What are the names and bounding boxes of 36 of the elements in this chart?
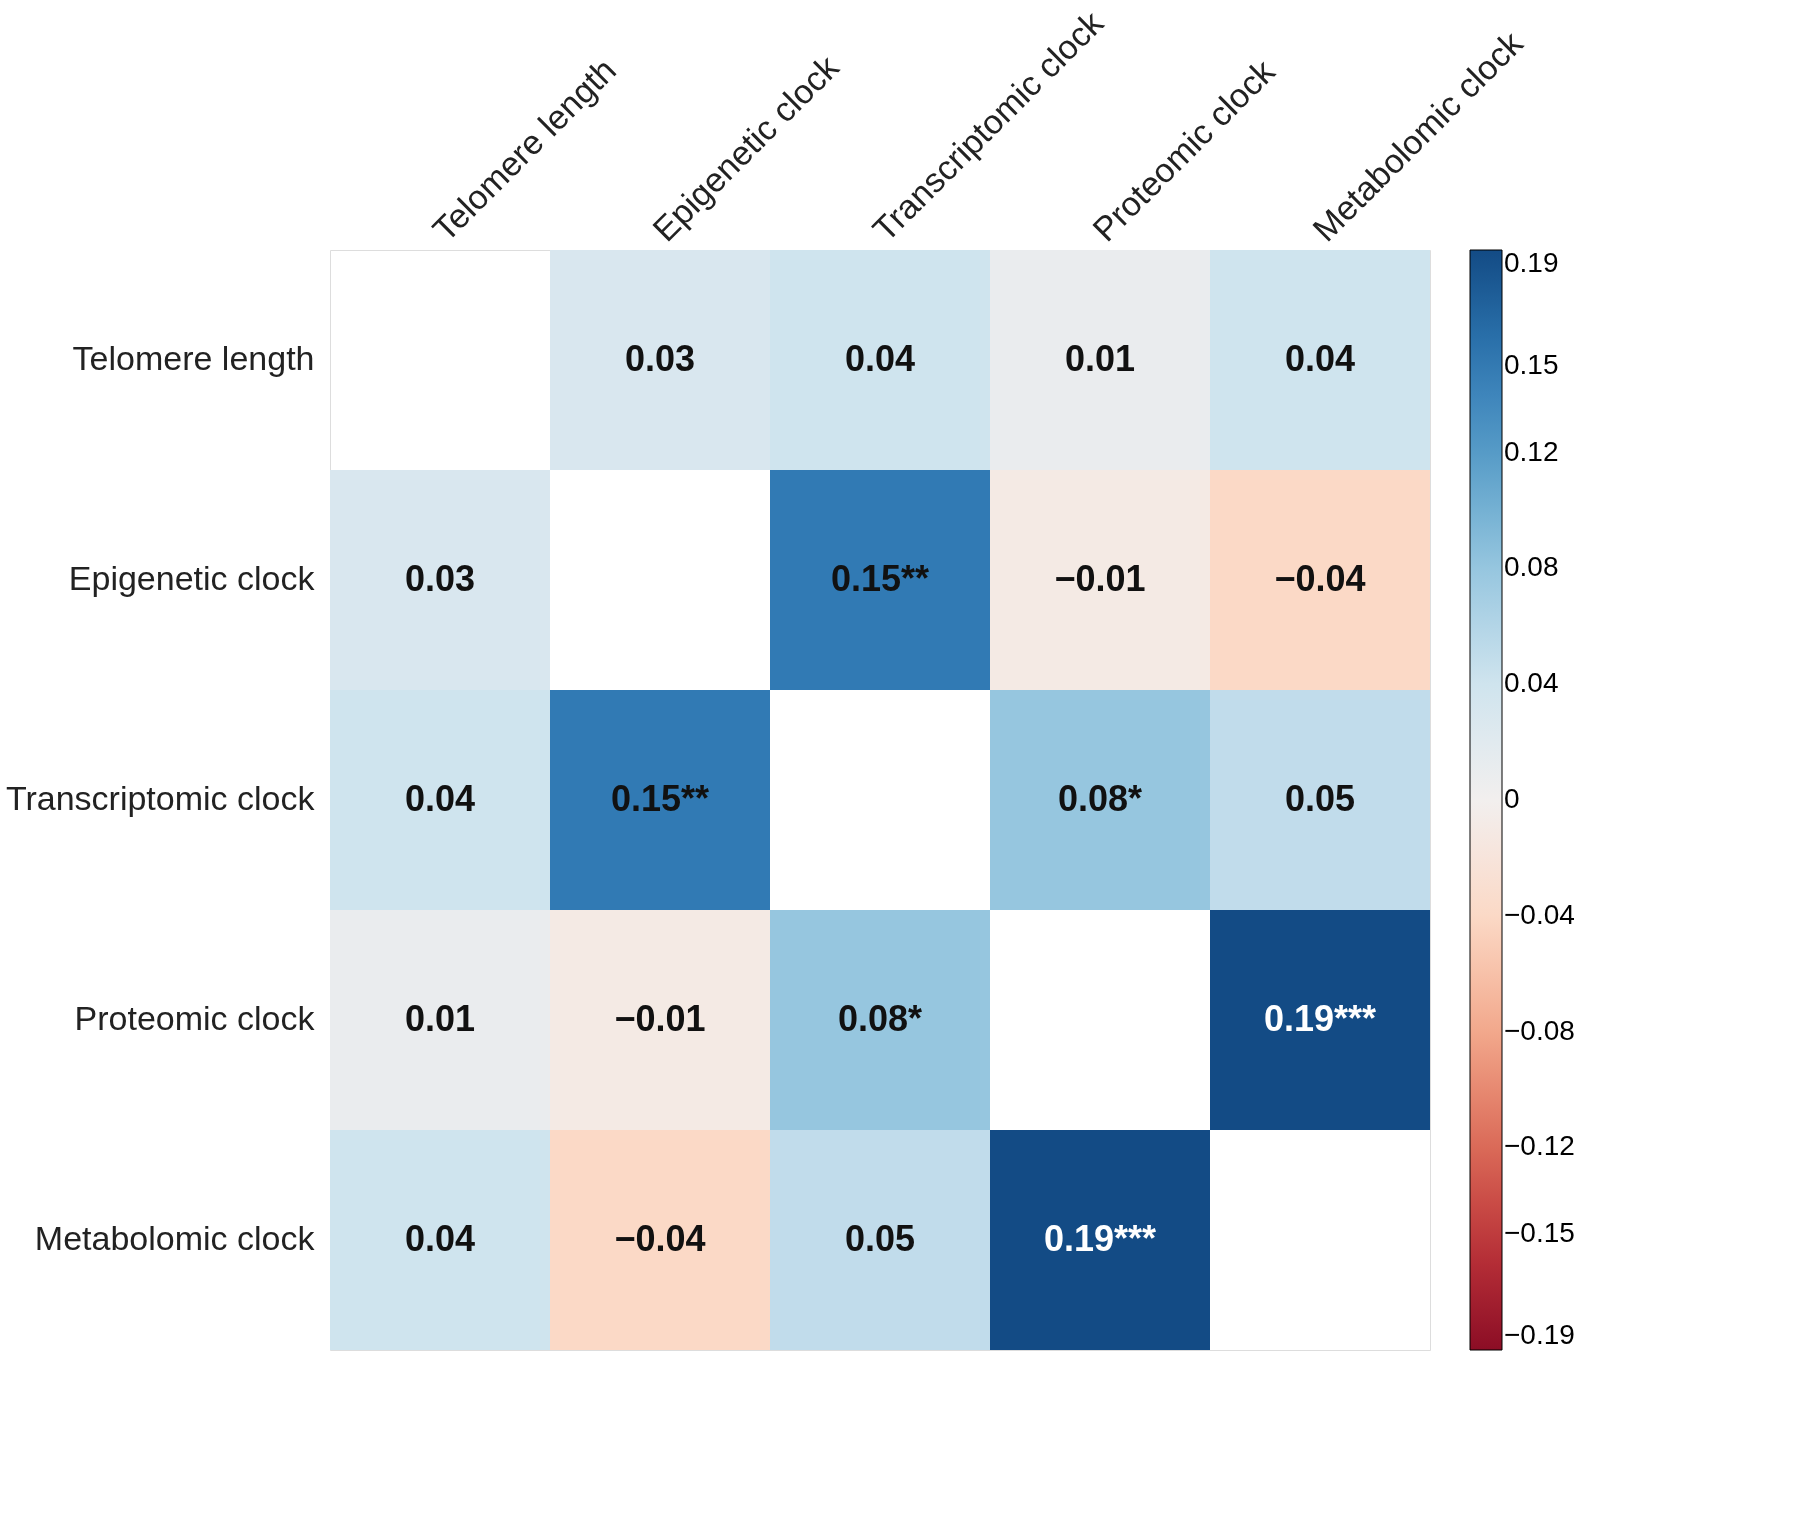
color-bar-label: −0.19: [1504, 1319, 1575, 1350]
color-bar-label: −0.04: [1504, 898, 1575, 930]
y-tick-label: Telomere length: [72, 339, 315, 377]
data-label: 0.01: [404, 998, 476, 1039]
color-bar-label: 0.15: [1504, 348, 1559, 380]
data-label: 0.03: [624, 338, 696, 379]
data-label: 0.04: [404, 778, 476, 819]
data-label: −0.01: [1054, 558, 1146, 599]
data-label: 0.19***: [1263, 998, 1377, 1039]
data-label: −0.04: [1274, 558, 1366, 599]
data-label: 0.19***: [1043, 1218, 1157, 1259]
data-label: 0.04: [844, 338, 916, 379]
data-label: 0.03: [404, 558, 476, 599]
data-label: 0.08*: [1057, 778, 1143, 819]
color-bar-label: 0.19: [1504, 247, 1559, 278]
color-bar-label: −0.12: [1504, 1130, 1575, 1162]
data-label: −0.04: [614, 1218, 706, 1259]
y-tick-label: Proteomic clock: [74, 999, 316, 1037]
y-tick-label: Epigenetic clock: [68, 559, 316, 597]
data-label: 0.15**: [830, 558, 930, 599]
color-bar-label: 0.04: [1504, 667, 1559, 699]
data-label: −0.01: [614, 998, 706, 1039]
color-bar-label: 0.12: [1504, 435, 1559, 467]
data-label: 0.08*: [837, 998, 923, 1039]
color-bar-label: 0: [1504, 783, 1520, 814]
color-bar-label: −0.15: [1504, 1217, 1575, 1249]
color-bar-label: 0.08: [1504, 551, 1559, 583]
data-label: 0.04: [404, 1218, 476, 1259]
data-label: 0.04: [1284, 338, 1356, 379]
data-label: 0.01: [1064, 338, 1136, 379]
data-label: 0.05: [1284, 778, 1356, 819]
data-label: 0.05: [844, 1218, 916, 1259]
y-tick-label: Transcriptomic clock: [5, 779, 316, 817]
color-bar-label: −0.08: [1504, 1014, 1575, 1046]
data-label: 0.15**: [610, 778, 710, 819]
y-tick-label: Metabolomic clock: [34, 1219, 316, 1257]
